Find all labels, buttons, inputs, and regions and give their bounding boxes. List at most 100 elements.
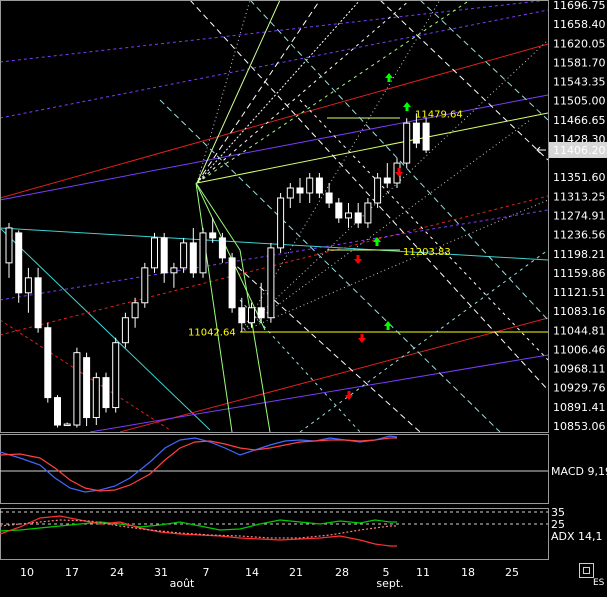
price-tick: 11581.70: [553, 56, 606, 69]
candle: [6, 223, 12, 278]
candle: [326, 183, 332, 208]
candle-body: [365, 203, 371, 223]
macd-label: MACD 9,19: [551, 465, 607, 478]
trendline-red-upper: [0, 44, 548, 198]
candle-body: [64, 424, 70, 426]
candle: [210, 218, 216, 243]
candle: [142, 263, 148, 308]
candle-body: [142, 268, 148, 303]
trendline-red-lower: [120, 318, 548, 432]
candle-body: [181, 243, 187, 268]
candle: [375, 173, 381, 208]
candle-body: [103, 378, 109, 408]
candle: [74, 348, 80, 428]
macd-panel: MACD 9,19: [0, 435, 607, 504]
candle: [278, 193, 284, 253]
price-annotation: 11203.83: [403, 247, 451, 258]
up-arrow-icon: [403, 102, 411, 111]
candle-body: [210, 233, 216, 238]
price-tick: 11159.86: [553, 267, 606, 280]
trendline-purple-top2: [0, 0, 548, 62]
candle: [190, 228, 196, 278]
price-tick: 11121.51: [553, 286, 606, 299]
candle-body: [35, 278, 41, 328]
candle: [287, 183, 293, 208]
symbol-label: ES: [593, 578, 604, 588]
candle-body: [404, 123, 410, 163]
candle: [336, 198, 342, 223]
candle: [103, 373, 109, 413]
adx-panel-frame: [1, 509, 549, 560]
candle-body: [152, 238, 158, 268]
speed-line-8: [160, 100, 500, 432]
price-tick: 11620.05: [553, 37, 606, 50]
candle-body: [297, 188, 303, 193]
candle: [268, 243, 274, 323]
candle: [258, 283, 264, 323]
square-icon: [583, 567, 590, 574]
candle: [16, 230, 22, 302]
candle: [84, 353, 90, 426]
candle-body: [113, 343, 119, 408]
candle: [219, 233, 225, 263]
price-tick: 11696.75: [553, 0, 606, 12]
date-tick: 18: [461, 566, 475, 579]
price-axis: 11696.7511658.4011620.0511581.7011543.35…: [1, 0, 607, 433]
date-tick: 24: [110, 566, 124, 579]
candle-body: [93, 378, 99, 418]
candle: [346, 203, 352, 228]
candle-body: [423, 123, 429, 150]
date-tick: 11: [416, 566, 430, 579]
speed-line-5: [230, 260, 420, 432]
candle-body: [132, 303, 138, 318]
candle-body: [239, 308, 245, 323]
macd-panel-frame: [1, 435, 549, 504]
adx-di-minus-line: [0, 516, 397, 546]
price-tick: 11505.00: [553, 95, 606, 108]
candle-body: [258, 308, 264, 318]
adx-label: ADX 14,1: [551, 530, 603, 543]
month-label: août: [170, 577, 195, 590]
date-tick: 14: [245, 566, 259, 579]
candle: [404, 118, 410, 168]
current-price-label: 11406.20: [553, 144, 606, 157]
fan-up-1: [241, 120, 530, 332]
candle: [384, 163, 390, 188]
candle: [122, 313, 128, 348]
candle-body: [55, 398, 61, 425]
candle: [161, 233, 167, 283]
price-tick: 11274.91: [553, 209, 606, 222]
price-tick: 10853.06: [553, 420, 606, 433]
up-arrow-icon: [385, 73, 393, 82]
candle-body: [336, 203, 342, 218]
candle: [181, 238, 187, 273]
up-arrow-icon: [384, 321, 392, 330]
price-annotation: 11042.64: [188, 327, 236, 338]
candle: [55, 395, 61, 427]
candle: [200, 228, 206, 278]
speed-line-4: [250, 0, 548, 320]
candles: [6, 113, 429, 427]
price-tick: 11351.60: [553, 171, 606, 184]
price-pointer-icon: [537, 147, 546, 153]
candle-body: [249, 308, 255, 323]
month-label: sept.: [376, 577, 403, 590]
candle-body: [346, 213, 352, 218]
candle: [229, 253, 235, 313]
price-tick: 11658.40: [553, 18, 606, 31]
candle-body: [171, 268, 177, 273]
candle-body: [316, 178, 322, 193]
candle-body: [25, 278, 31, 293]
fan-line-2: [197, 0, 250, 183]
date-tick: 21: [289, 566, 303, 579]
chart-settings-button[interactable]: [579, 563, 594, 578]
macd-signal-line: [0, 438, 397, 491]
candle: [64, 423, 70, 426]
candle-body: [45, 328, 51, 398]
candle: [423, 118, 429, 153]
price-tick: 11006.46: [553, 343, 606, 356]
